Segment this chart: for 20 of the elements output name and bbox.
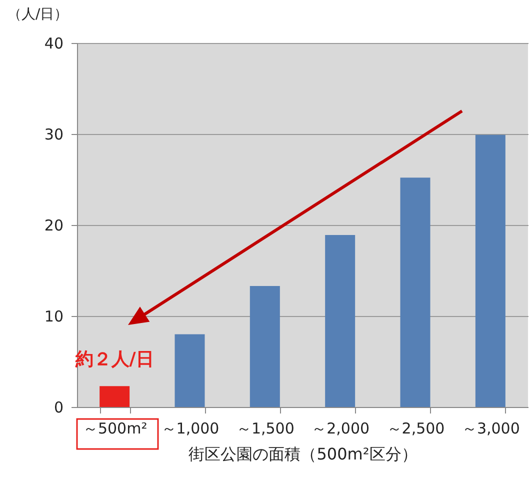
- y-tick-label: 0: [54, 398, 64, 416]
- bar: [174, 334, 205, 407]
- x-tick-label: ～3,000: [462, 420, 520, 438]
- x-tick-label: ～500m²: [82, 420, 148, 438]
- y-axis-title: （人/日）: [8, 6, 68, 22]
- x-tick-label: ～2,000: [312, 420, 370, 438]
- x-tick-label: ～1,000: [161, 420, 220, 438]
- x-tick-label: ～1,500: [236, 420, 294, 438]
- bar: [250, 286, 280, 407]
- y-tick-label: 30: [44, 126, 64, 144]
- y-tick-label: 40: [44, 34, 64, 52]
- bar: [325, 235, 356, 407]
- y-tick-label: 20: [44, 216, 64, 234]
- annotation: 約２人/日: [74, 349, 154, 370]
- y-tick-label: 10: [44, 308, 64, 326]
- x-tick-label: ～2,500: [386, 420, 445, 438]
- bar: [100, 386, 130, 407]
- bar: [400, 178, 430, 407]
- bar: [475, 134, 506, 407]
- x-axis-title: 街区公園の面積（500m²区分）: [188, 444, 418, 464]
